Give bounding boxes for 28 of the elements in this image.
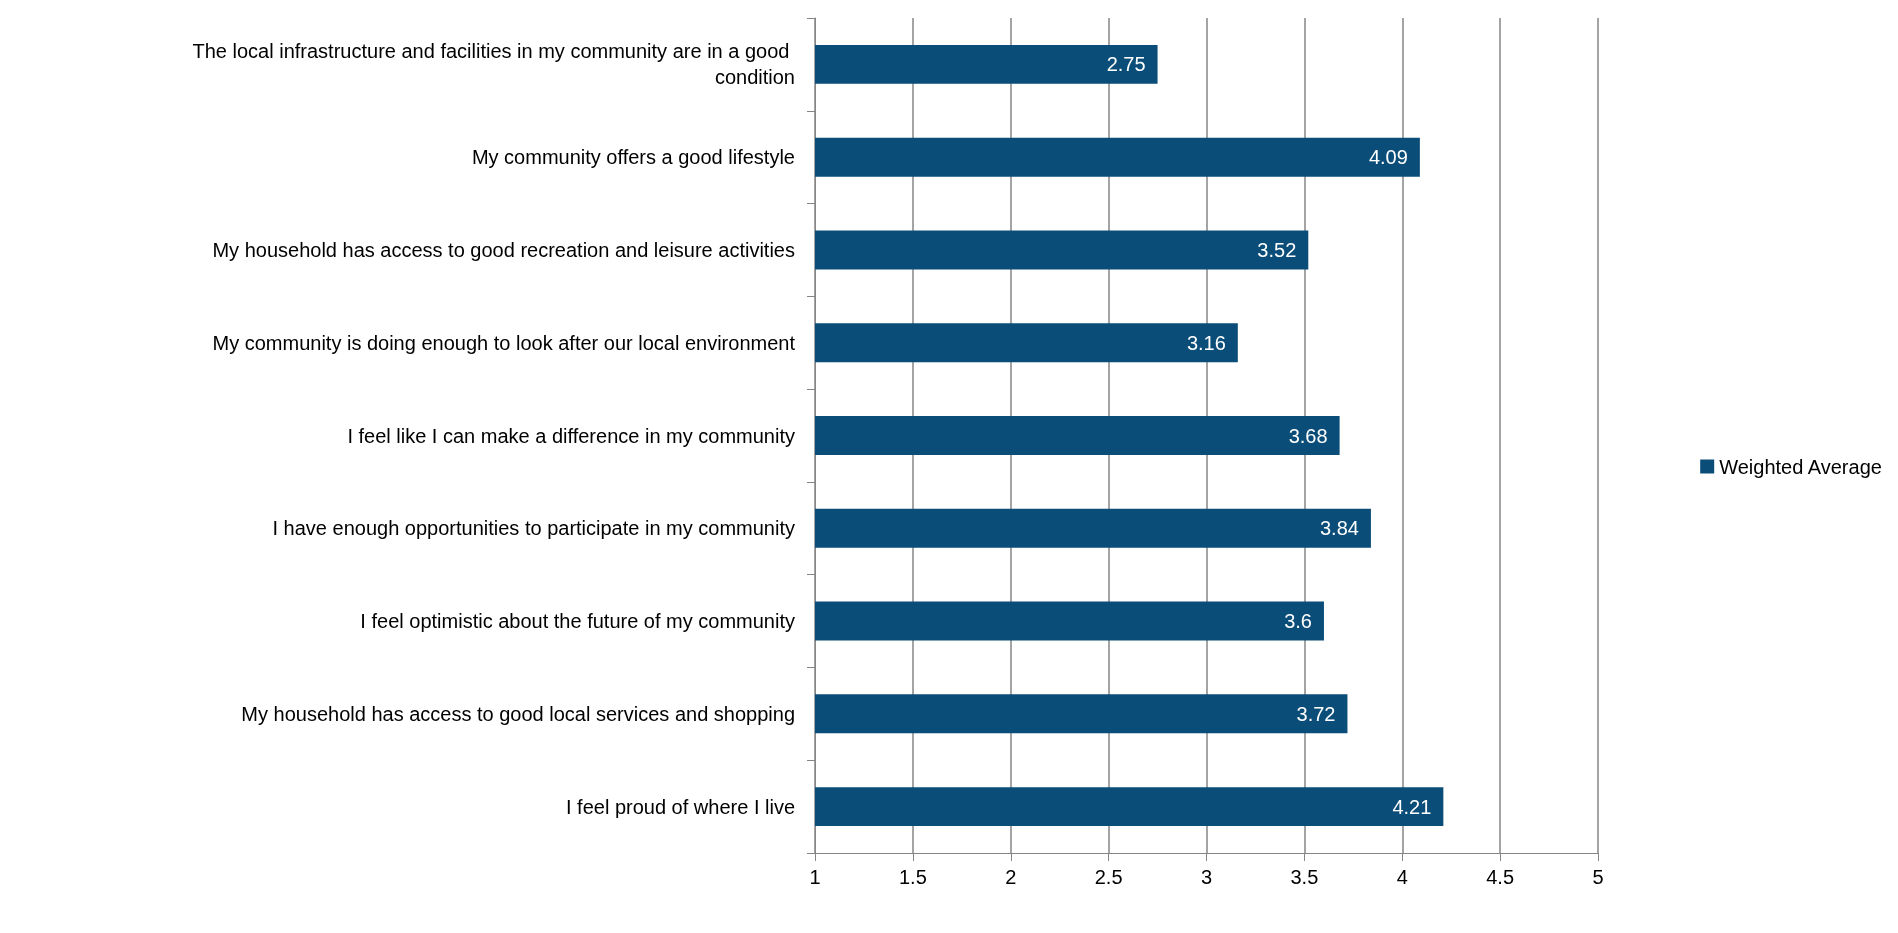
data-label: 3.68	[1288, 424, 1328, 447]
x-tick-label: 1.5	[898, 866, 927, 888]
x-tick-label: 4	[1396, 866, 1408, 888]
x-tick-label: 2	[1005, 866, 1017, 888]
y-tick-label: I feel optimistic about the future of my community	[360, 610, 795, 633]
x-tick-label: 2.5	[1094, 866, 1123, 888]
x-tick-label: 3.5	[1290, 866, 1319, 888]
y-tick-label: My community is doing enough to look after our local environment	[212, 331, 796, 354]
data-label: 2.75	[1106, 53, 1146, 76]
x-tick-label: 3	[1200, 866, 1213, 888]
y-tick-label: My household has access to good local services and shopping	[241, 702, 795, 725]
y-tick-label: The local infrastructure and facilities in my community are in a good condition	[192, 40, 795, 89]
y-tick-label: I have enough opportunities to participate in my community	[272, 517, 795, 540]
y-tick-label: I feel proud of where I live	[565, 795, 795, 818]
data-label: 4.09	[1368, 146, 1408, 169]
data-label: 3.52	[1257, 238, 1297, 261]
x-tick-label: 4.5	[1486, 866, 1515, 888]
y-tick-label: I feel like I can make a difference in my community	[347, 424, 795, 447]
y-tick-label: My community offers a good lifestyle	[471, 146, 795, 169]
data-label: 3.16	[1186, 331, 1226, 354]
y-tick-label: My household has access to good recreation and leisure activities	[212, 238, 795, 261]
data-label: 3.84	[1319, 517, 1359, 540]
x-tick-label: 1	[809, 866, 821, 888]
legend-label: Weighted Average	[1719, 455, 1882, 478]
x-tick-label: 5	[1592, 866, 1604, 888]
data-label: 3.72	[1296, 702, 1336, 725]
data-label: 4.21	[1392, 795, 1432, 818]
data-label: 3.6	[1284, 610, 1312, 633]
